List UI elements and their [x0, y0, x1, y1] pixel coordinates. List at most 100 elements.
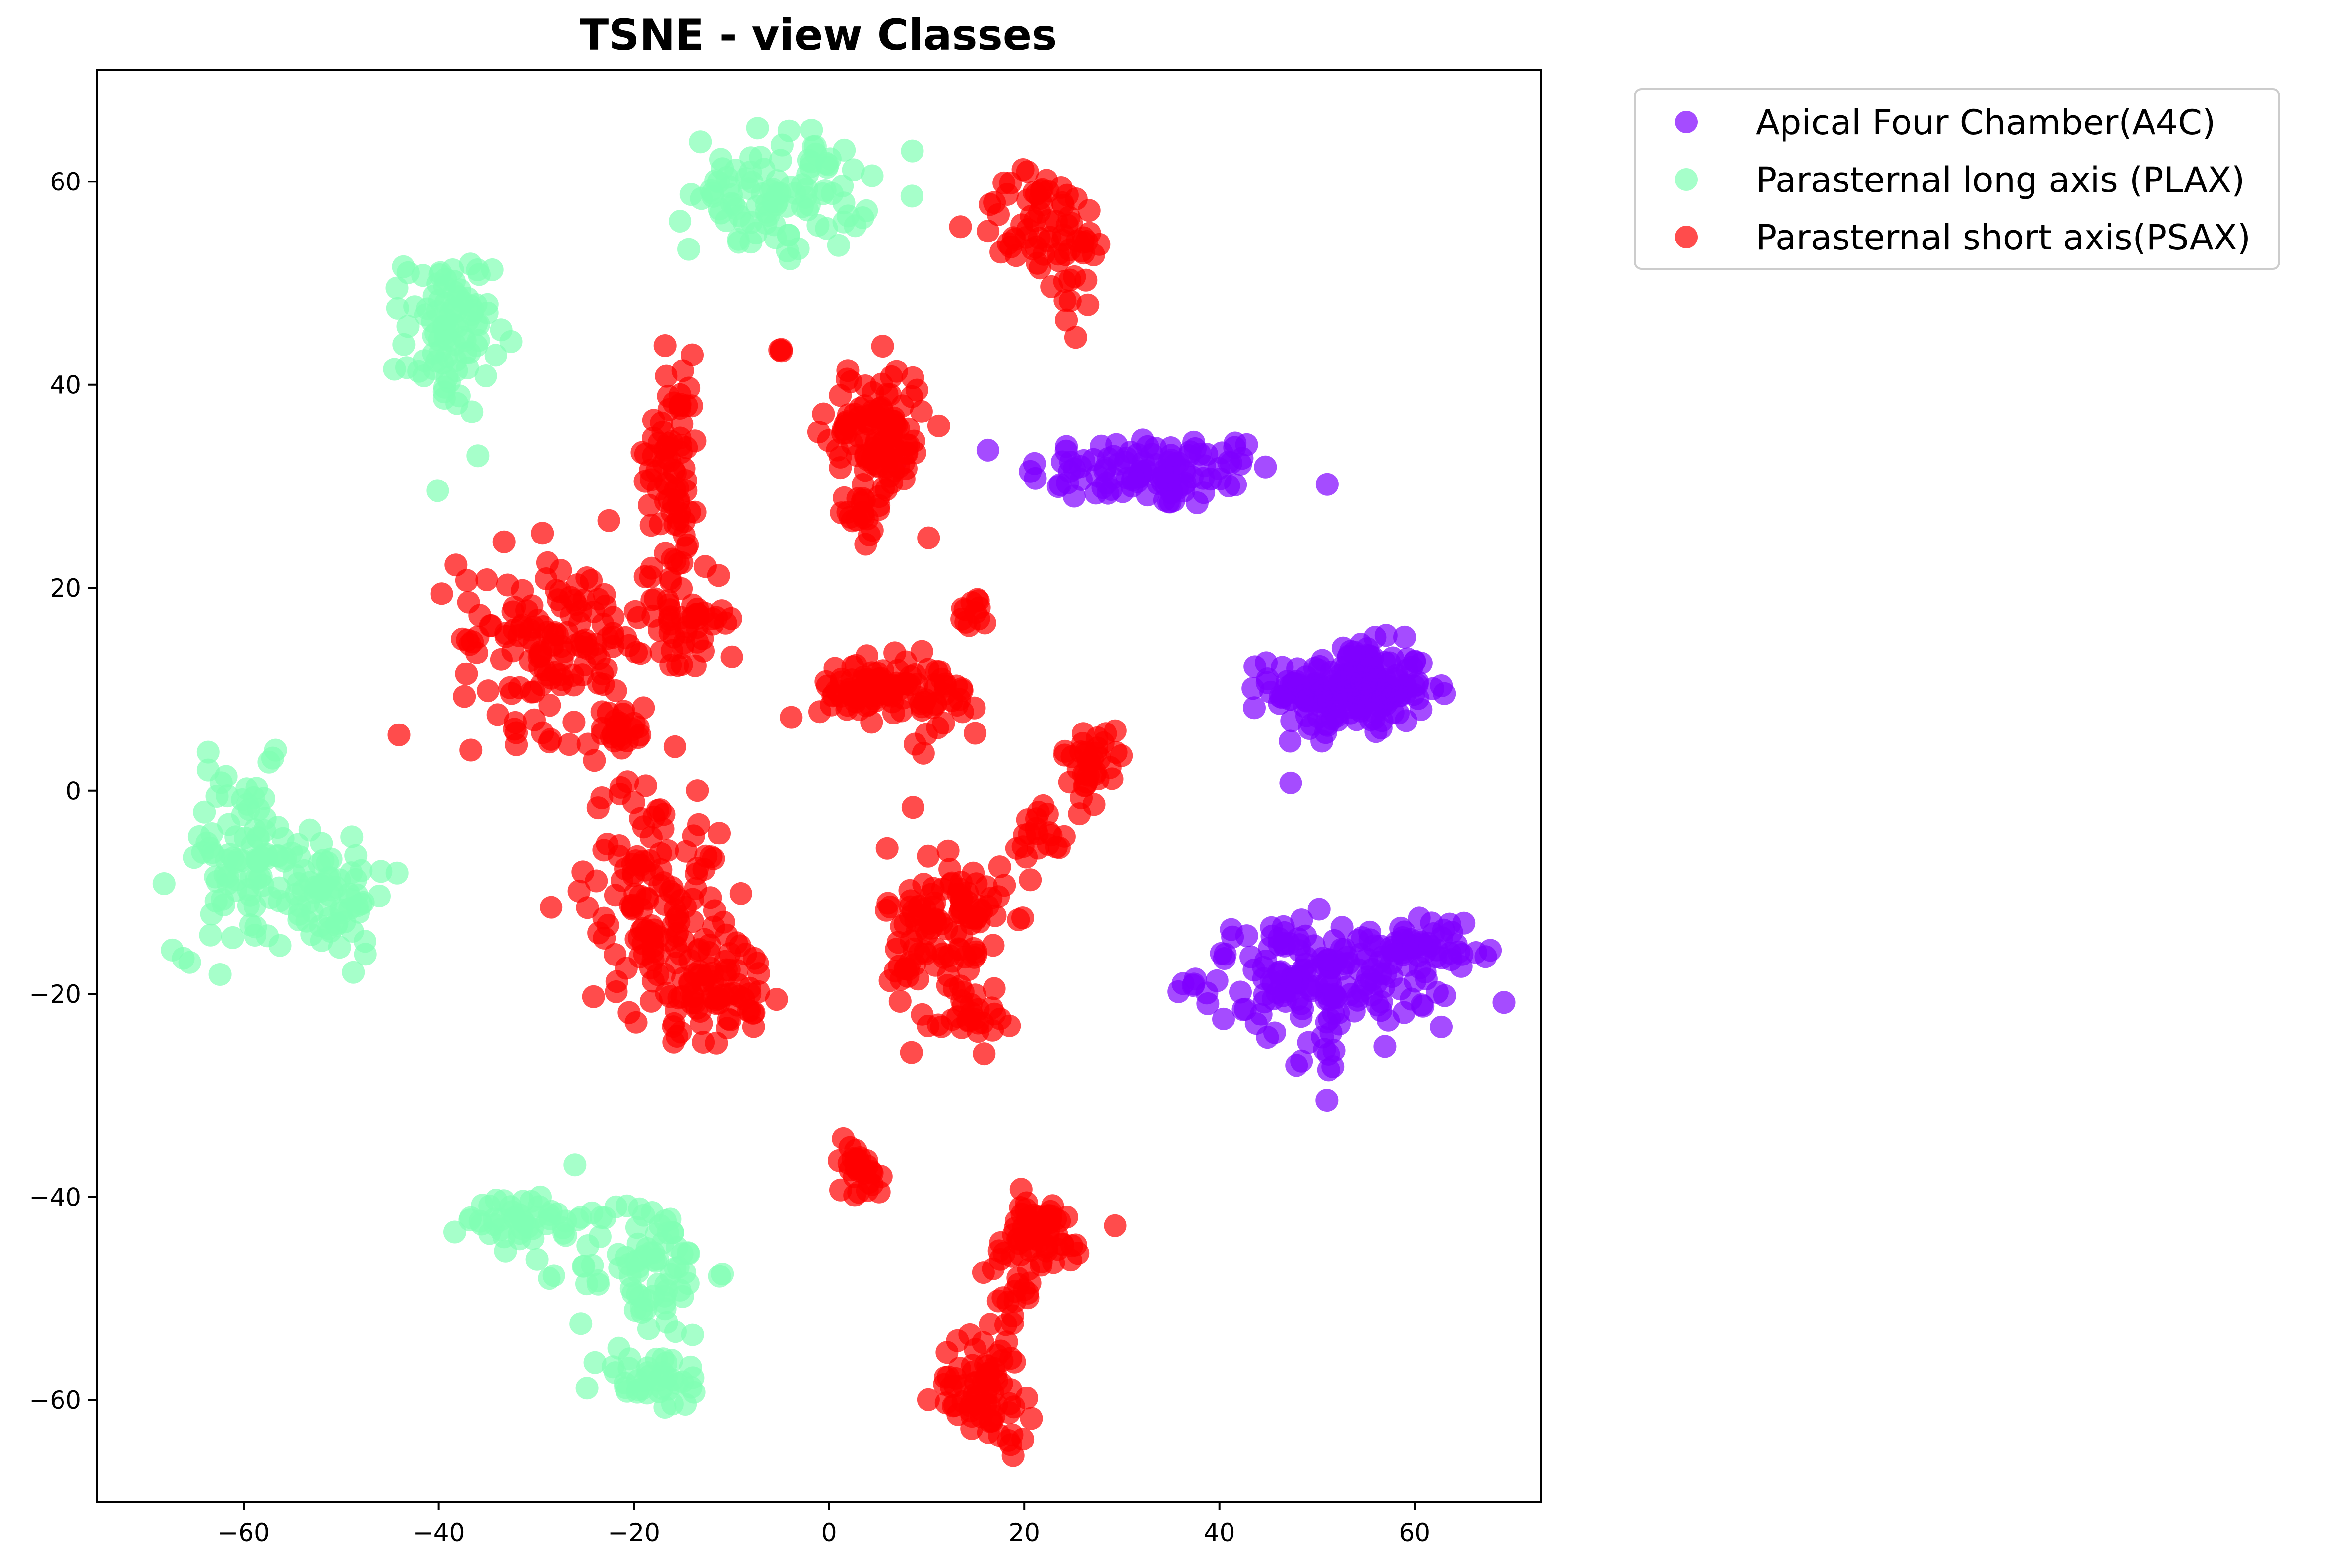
data-point	[526, 609, 550, 632]
data-point	[583, 1351, 607, 1374]
data-point	[673, 457, 696, 480]
data-point	[1022, 1204, 1045, 1227]
data-point	[1300, 713, 1323, 736]
data-point	[522, 680, 546, 704]
data-point	[1025, 807, 1048, 831]
data-point	[152, 872, 176, 895]
data-point	[445, 359, 468, 382]
legend-marker	[1675, 168, 1698, 191]
x-tick-label: 60	[1399, 1518, 1430, 1547]
data-point	[386, 297, 409, 320]
data-point	[342, 961, 365, 984]
data-point	[680, 982, 703, 1005]
data-point	[1160, 482, 1183, 505]
data-point	[1344, 696, 1367, 720]
data-point	[575, 1377, 599, 1400]
data-point	[668, 501, 691, 525]
data-point	[728, 204, 751, 228]
data-point	[1307, 898, 1331, 921]
data-point	[1418, 934, 1442, 958]
y-tick-label: 20	[50, 574, 81, 603]
data-point	[628, 1197, 651, 1220]
y-tick-label: −40	[29, 1183, 81, 1212]
data-point	[1055, 435, 1078, 458]
data-point	[649, 640, 673, 663]
data-point	[569, 1312, 593, 1335]
data-point	[950, 607, 974, 631]
data-point	[582, 985, 605, 1008]
data-point	[1104, 1214, 1127, 1237]
data-point	[268, 934, 292, 957]
data-point	[766, 182, 789, 205]
y-tick-label: 60	[50, 168, 81, 196]
data-point	[1184, 967, 1207, 991]
data-point	[669, 210, 692, 233]
data-point	[1269, 685, 1292, 708]
data-point	[1370, 990, 1393, 1014]
data-point	[385, 276, 409, 300]
data-point	[481, 258, 504, 281]
data-point	[950, 889, 973, 912]
data-point	[829, 445, 852, 469]
data-point	[208, 963, 232, 986]
data-point	[316, 851, 339, 874]
data-point	[1091, 476, 1114, 499]
data-point	[634, 443, 657, 466]
data-point	[629, 642, 652, 665]
data-point	[1034, 1233, 1057, 1256]
data-point	[946, 1403, 970, 1426]
data-point	[917, 1388, 940, 1411]
data-point	[857, 671, 880, 694]
data-point	[1315, 1089, 1339, 1112]
data-point	[1392, 1001, 1416, 1024]
data-point	[657, 398, 680, 421]
data-point	[310, 832, 333, 855]
data-point	[1410, 698, 1433, 721]
data-point	[1020, 204, 1043, 228]
series-2	[387, 158, 1133, 1467]
data-point	[993, 874, 1016, 897]
data-point	[950, 989, 974, 1013]
data-point	[1195, 443, 1219, 466]
data-point	[486, 703, 509, 726]
data-point	[301, 900, 324, 923]
data-point	[1385, 664, 1409, 687]
plot-area	[152, 117, 1516, 1467]
data-point	[246, 826, 269, 849]
data-point	[900, 184, 923, 208]
data-point	[475, 568, 498, 591]
data-point	[459, 252, 482, 276]
y-tick-label: −20	[29, 980, 81, 1009]
data-point	[538, 694, 561, 717]
legend-label: Apical Four Chamber(A4C)	[1756, 102, 2216, 143]
data-point	[490, 648, 513, 671]
data-point	[1055, 308, 1078, 332]
data-point	[649, 858, 673, 881]
data-point	[1205, 969, 1229, 992]
data-point	[468, 604, 492, 627]
data-point	[550, 635, 573, 658]
data-point	[669, 1021, 692, 1044]
data-point	[609, 776, 632, 799]
data-point	[193, 800, 216, 824]
data-point	[871, 335, 894, 358]
data-point	[662, 625, 685, 649]
data-point	[1101, 767, 1124, 790]
data-point	[780, 706, 803, 729]
data-point	[575, 1272, 598, 1296]
data-point	[492, 530, 516, 553]
data-point	[237, 894, 260, 917]
data-point	[1430, 1015, 1453, 1038]
data-point	[832, 191, 856, 215]
data-point	[967, 607, 990, 630]
data-point	[1254, 950, 1278, 972]
data-point	[231, 788, 254, 811]
data-point	[739, 982, 762, 1006]
data-point	[1373, 1035, 1397, 1058]
data-point	[816, 674, 839, 698]
series-0	[883, 428, 1516, 1112]
data-point	[603, 729, 626, 753]
data-point	[646, 963, 670, 986]
data-point	[770, 133, 794, 157]
data-point	[527, 645, 551, 668]
